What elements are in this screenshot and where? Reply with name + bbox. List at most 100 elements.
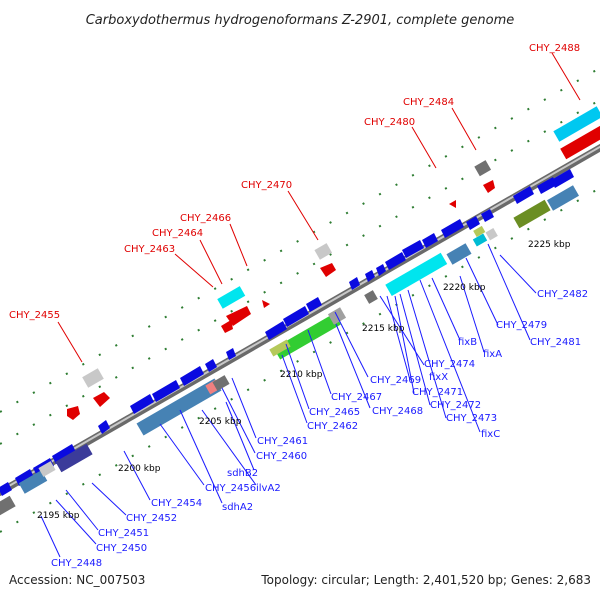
label-fixA: fixA: [483, 349, 502, 360]
label-CHY_2484: CHY_2484: [403, 97, 454, 108]
label-CHY_2451: CHY_2451: [98, 528, 149, 539]
label-CHY_2454: CHY_2454: [151, 498, 202, 509]
gene-CHY_2466-arrow: [226, 306, 251, 326]
tick-row-inner-1: [0, 187, 600, 533]
gene-small-red-1: [262, 300, 270, 308]
gene-CHY_2455-box: [82, 368, 104, 388]
gene-f11: [365, 270, 375, 282]
label-CHY_2479: CHY_2479: [496, 320, 547, 331]
label-CHY_2471: CHY_2471: [412, 387, 463, 398]
segment-navy: [55, 443, 93, 473]
gene-f17: [466, 216, 480, 230]
label-fixC: fixC: [481, 429, 500, 440]
segment-cyan: [385, 252, 448, 297]
label-CHY_2468: CHY_2468: [372, 406, 423, 417]
label-CHY_2481: CHY_2481: [530, 337, 581, 348]
segment-green: [273, 313, 341, 360]
label-CHY_2472: CHY_2472: [430, 400, 481, 411]
gene-CHY_2470-arrow: [320, 263, 336, 277]
colored-segments: [0, 185, 579, 517]
gene-red-arrow-1: [93, 392, 110, 407]
kbp-2215-label: 2215 kbp: [362, 324, 405, 334]
tick-rows: [0, 67, 600, 533]
label-CHY_2466: CHY_2466: [180, 213, 231, 224]
forward-genes: [0, 169, 574, 496]
kbp-2220-label: 2220 kbp: [443, 283, 486, 293]
label-CHY_2469: CHY_2469: [370, 375, 421, 386]
gene-f22: [0, 482, 12, 496]
segment-olive-small: [269, 339, 291, 357]
label-CHY_2482: CHY_2482: [537, 289, 588, 300]
tick-row-outer-2: [0, 67, 600, 413]
gene-f25: [52, 444, 76, 464]
segment-teal: [472, 233, 488, 247]
segment-steel-4: [18, 470, 48, 494]
label-CHY_2448: CHY_2448: [51, 558, 102, 569]
gene-CHY_2488-box: [553, 106, 600, 142]
gene-f10: [349, 277, 360, 290]
gene-f18: [481, 209, 494, 222]
gene-CHY_2464-box: [217, 286, 246, 309]
blue-leaders: [40, 243, 537, 558]
red-leaders: [57, 52, 581, 363]
gene-f15: [422, 233, 438, 248]
segment-steel-2: [446, 243, 472, 265]
gene-CHY_2480-arrow: [449, 200, 456, 208]
gene-f1: [98, 420, 110, 434]
label-CHY_2462: CHY_2462: [307, 421, 358, 432]
segment-gray-4: [38, 461, 56, 477]
gene-CHY_2463-arrow: [221, 320, 233, 333]
gene-CHY_2484-arrow: [483, 180, 495, 193]
segment-steel-3: [547, 185, 579, 211]
kbp-2200-label: 2200 kbp: [118, 464, 161, 474]
kbp-2195-label: 2195 kbp: [37, 511, 80, 521]
accession-text: Accession: NC_007503: [9, 573, 145, 587]
gene-f3: [152, 380, 180, 402]
label-CHY_2473: CHY_2473: [446, 413, 497, 424]
kbp-2205-label: 2205 kbp: [199, 417, 242, 427]
label-CHY_2488: CHY_2488: [529, 43, 580, 54]
gene-f23: [15, 469, 34, 486]
segment-lightgray: [485, 228, 498, 241]
segment-gray-1: [212, 375, 230, 391]
outer-track-features: [67, 106, 600, 420]
gene-CHY_2470-box: [314, 243, 333, 260]
gene-f19: [513, 186, 534, 204]
segment-olive-2: [473, 225, 486, 237]
gene-f2: [130, 394, 154, 414]
label-CHY_2470: CHY_2470: [241, 180, 292, 191]
label-fixB: fixB: [458, 337, 477, 348]
label-CHY_2480: CHY_2480: [364, 117, 415, 128]
label-fixX: fixX: [429, 372, 448, 383]
gene-f5: [205, 359, 217, 372]
label-sdhA2: sdhA2: [222, 502, 253, 513]
gene-f7: [265, 321, 287, 340]
label-CHY_2467: CHY_2467: [331, 392, 382, 403]
gene-f21: [551, 169, 574, 188]
segment-olive: [513, 199, 551, 229]
label-CHY_2452: CHY_2452: [126, 513, 177, 524]
kbp-2210-label: 2210 kbp: [280, 370, 323, 380]
gene-f4: [180, 366, 204, 386]
segment-gray-3: [364, 290, 378, 304]
blue-gene-labels: CHY_2448 CHY_2450 CHY_2451 CHY_2452 CHY_…: [51, 289, 588, 569]
gene-CHY_2455-marker: [67, 406, 80, 420]
gene-f12: [376, 264, 386, 276]
gene-f14: [402, 240, 424, 258]
gene-f6: [226, 348, 236, 360]
gene-CHY_2488-arrow: [560, 124, 600, 160]
label-CHY_2463: CHY_2463: [124, 244, 175, 255]
gene-f16: [441, 219, 464, 238]
kbp-2225-label: 2225 kbp: [528, 240, 571, 250]
summary-text: Topology: circular; Length: 2,401,520 bp…: [260, 573, 591, 587]
label-CHY_2474: CHY_2474: [424, 359, 475, 370]
tick-row-outer-1: [0, 99, 600, 445]
label-CHY_2456: CHY_2456: [205, 483, 256, 494]
segment-steel-1: [136, 378, 222, 436]
gene-f9: [306, 297, 322, 312]
label-sdhB2: sdhB2: [227, 468, 258, 479]
gene-CHY_2484-box: [474, 160, 492, 177]
label-CHY_2461: CHY_2461: [257, 436, 308, 447]
